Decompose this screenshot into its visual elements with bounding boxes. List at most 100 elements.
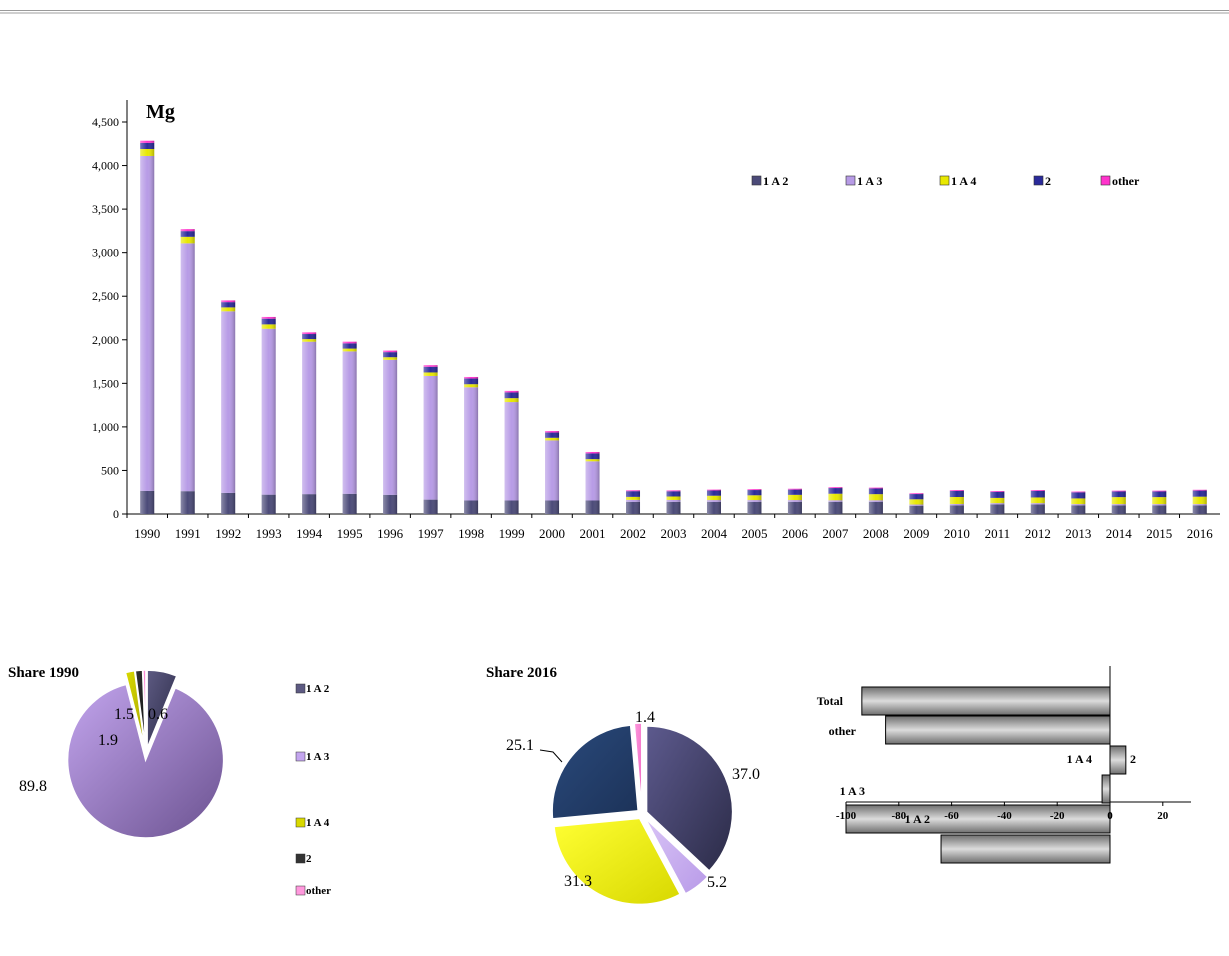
bar-segment-shading: [868, 494, 883, 501]
bar-segment-shading: [504, 390, 519, 393]
hbar-x-tick-label: 0: [1107, 810, 1113, 822]
bar-segment-shading: [626, 490, 641, 492]
bar-segment-1-a-2-2008: [868, 501, 883, 514]
legend-item-1-a-3: 1 A 3: [845, 174, 882, 188]
x-tick-label: 1993: [256, 526, 282, 541]
x-tick-label: 1996: [377, 526, 404, 541]
bar-segment-other-1998: [464, 376, 479, 379]
bar-segment-shading: [464, 378, 479, 385]
bar-segment-1-a-3-2010: [949, 503, 964, 506]
y-tick-label: 1,000: [92, 420, 119, 434]
bar-segment-1-a-2-2003: [666, 501, 681, 514]
bar-segment-1-a-4-1990: [140, 149, 155, 156]
bar-segment-shading: [666, 491, 681, 497]
bar-segment-1-a-2-1990: [140, 490, 155, 514]
bar-segment-1-a-3-1997: [423, 375, 438, 500]
bar-segment-shading: [180, 231, 195, 237]
y-tick-label: 1,500: [92, 376, 119, 390]
bar-segment-1-a-4-2002: [626, 496, 641, 500]
bar-segment-1-a-4-1998: [464, 384, 479, 388]
bar-segment-shading: [787, 488, 802, 490]
legend-label: other: [1112, 174, 1140, 188]
bar-segment-1-a-4-1996: [383, 357, 398, 360]
bar-segment-shading: [342, 343, 357, 349]
bar-segment-1-a-4-2006: [787, 494, 802, 501]
bar-segment-shading: [423, 375, 438, 500]
bar-segment-other-1991: [180, 229, 195, 232]
bar-segment-1-a-2-1998: [464, 500, 479, 514]
bar-segment-shading: [140, 142, 155, 150]
bar-segment-shading: [626, 496, 641, 500]
bar-segment-shading: [423, 372, 438, 376]
pie-label-1-a-3: 5.2: [707, 874, 727, 891]
legend-label: 1 A 2: [763, 174, 788, 188]
bar-segment-other-2013: [1071, 491, 1086, 493]
bar-segment-shading: [140, 149, 155, 156]
bar-segment-shading: [1071, 504, 1086, 506]
bar-segment-shading: [464, 387, 479, 501]
bar-segment-2-2006: [787, 489, 802, 495]
bar-segment-2-2014: [1111, 491, 1126, 498]
hbar-label-1-a-2: 1 A 2: [905, 812, 930, 826]
bar-segment-other-2016: [1192, 489, 1207, 491]
bar-segment-1-a-3-2016: [1192, 504, 1207, 506]
bar-segment-1-a-3-1990: [140, 155, 155, 491]
bar-segment-1-a-2-2000: [545, 500, 560, 514]
bar-segment-2-1997: [423, 366, 438, 373]
bar-segment-other-1993: [261, 316, 276, 319]
pie-label-2: 25.1: [506, 737, 534, 754]
bar-segment-1-a-4-2009: [909, 499, 924, 505]
bar-segment-other-2000: [545, 431, 560, 433]
hbar-label-total: Total: [817, 694, 844, 708]
bar-segment-1-a-4-1992: [221, 307, 236, 312]
bar-segment-2-2008: [868, 488, 883, 495]
bar-segment-1-a-3-1999: [504, 402, 519, 501]
bar-segment-1-a-4-2016: [1192, 496, 1207, 505]
bar-segment-shading: [626, 501, 641, 514]
bar-segment-2-2015: [1152, 491, 1167, 498]
bar-segment-shading: [909, 493, 924, 495]
bar-segment-shading: [221, 492, 236, 514]
y-tick-label: 2,500: [92, 289, 119, 303]
bar-segment-other-1994: [302, 332, 317, 335]
pie-label-2: 1.5: [114, 706, 134, 723]
bar-segment-1-a-2-2011: [990, 504, 1005, 514]
bar-segment-shading: [1030, 490, 1045, 498]
bar-segment-other-2005: [747, 489, 762, 491]
bar-segment-other-2003: [666, 490, 681, 492]
legend-swatch: [295, 683, 306, 694]
legend-swatch: [1033, 175, 1044, 186]
bar-segment-1-a-3-1998: [464, 387, 479, 501]
x-tick-label: 2013: [1065, 526, 1091, 541]
bar-segment-shading: [464, 384, 479, 388]
bar-segment-1-a-2-2009: [909, 505, 924, 514]
bar-segment-shading: [828, 501, 843, 514]
bar-segment-1-a-2-1994: [302, 494, 317, 514]
bar-segment-shading: [261, 324, 276, 329]
bar-segment-shading: [828, 487, 843, 489]
bar-segment-1-a-4-1993: [261, 324, 276, 329]
bar-segment-other-2014: [1111, 490, 1126, 492]
bar-segment-shading: [1152, 504, 1167, 506]
hbar-other: [885, 715, 1111, 745]
bar-segment-shading: [909, 494, 924, 500]
legend-label: 1 A 4: [951, 174, 976, 188]
bar-segment-1-a-3-2009: [909, 504, 924, 506]
bar-segment-1-a-4-2013: [1071, 498, 1086, 505]
bar-segment-other-2010: [949, 490, 964, 491]
bar-segment-shading: [261, 316, 276, 319]
bar-segment-1-a-3-2013: [1071, 504, 1086, 506]
bar-segment-shading: [1192, 505, 1207, 514]
bar-segment-2-2005: [747, 490, 762, 496]
pie-1990-legend-item-1-a-3: 1 A 3: [295, 751, 330, 763]
bar-segment-1-a-4-1999: [504, 398, 519, 403]
bar-segment-shading: [828, 493, 843, 501]
stacked-bar-chart: Mg 0 500 1,000 1,500 2,000 2,500 3,000 3,500 4,0…: [92, 100, 1220, 541]
bar-segment-shading: [828, 500, 843, 502]
hbar-total: [861, 686, 1111, 716]
legend-swatch: [751, 175, 762, 186]
bar-segment-1-a-4-2010: [949, 497, 964, 504]
bar-segment-shading: [990, 497, 1005, 504]
bar-segment-shading: [1030, 490, 1045, 491]
bar-segment-shading: [706, 489, 721, 491]
